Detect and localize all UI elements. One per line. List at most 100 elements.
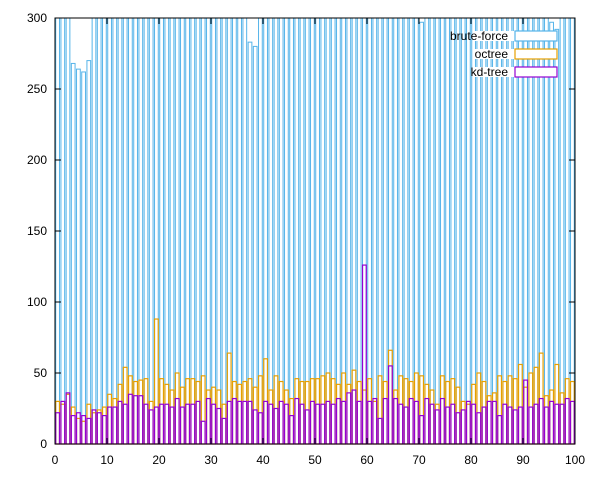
bar-kd-tree-29 — [205, 397, 211, 445]
bar-kd-tree-82 — [481, 406, 487, 445]
bar-brute-force-83 — [486, 17, 492, 445]
bar-kd-tree-97 — [559, 403, 565, 445]
bar-kd-tree-63 — [382, 397, 388, 445]
x-tick-label: 40 — [256, 453, 270, 467]
bar-kd-tree-94 — [543, 406, 549, 445]
bar-brute-force-95 — [549, 21, 554, 445]
bar-kd-tree-71 — [424, 397, 430, 445]
bar-kd-tree-18 — [148, 409, 154, 445]
bar-kd-tree-42 — [273, 407, 279, 445]
series-brute-force — [55, 17, 575, 445]
bar-brute-force-32 — [221, 17, 227, 445]
x-tick-label: 10 — [100, 453, 114, 467]
bar-kd-tree-76 — [450, 403, 456, 445]
x-axis: 0 10 20 30 40 50 60 70 80 90 100 — [52, 18, 585, 467]
y-tick-label: 0 — [40, 437, 47, 451]
bar-kd-tree-84 — [491, 400, 497, 445]
bar-kd-tree-28 — [200, 420, 206, 445]
bar-kd-tree-11 — [112, 406, 118, 445]
bar-kd-tree-66 — [398, 403, 404, 445]
bar-kd-tree-87 — [507, 406, 513, 445]
legend-label: kd-tree — [471, 65, 509, 79]
bar-kd-tree-17 — [143, 403, 149, 445]
bar-brute-force-43 — [278, 17, 284, 445]
legend-item-kd-tree: kd-tree — [471, 65, 558, 79]
bar-kd-tree-81 — [476, 412, 482, 445]
bar-brute-force-84 — [492, 17, 497, 445]
bar-kd-tree-99 — [569, 400, 575, 445]
bar-brute-force-94 — [544, 17, 549, 445]
bar-brute-force-71 — [424, 17, 430, 445]
bar-kd-tree-38 — [252, 409, 258, 445]
bar-kd-tree-23 — [174, 397, 180, 445]
bar-brute-force-9 — [102, 17, 107, 445]
bar-brute-force-54 — [336, 17, 341, 445]
bar-kd-tree-6 — [86, 417, 92, 445]
bar-kd-tree-90 — [523, 379, 529, 445]
bars-layer — [55, 17, 575, 445]
bar-kd-tree-65 — [393, 397, 399, 445]
x-tick-label: 90 — [516, 453, 530, 467]
bar-kd-tree-34 — [231, 397, 237, 445]
bar-brute-force-22 — [169, 17, 175, 445]
legend-item-brute-force: brute-force — [450, 29, 558, 43]
legend: brute-force octree kd-tree — [450, 29, 558, 79]
bar-kd-tree-69 — [413, 400, 419, 445]
bar-brute-force-3 — [70, 62, 76, 445]
bar-brute-force-82 — [481, 17, 487, 445]
bar-kd-tree-80 — [471, 403, 477, 445]
bar-kd-tree-58 — [356, 400, 362, 445]
bar-kd-tree-57 — [351, 389, 357, 445]
bar-kd-tree-78 — [460, 409, 466, 445]
bar-kd-tree-75 — [445, 406, 451, 445]
legend-swatch-kd-tree — [514, 66, 558, 78]
bar-kd-tree-61 — [372, 397, 378, 445]
bar-kd-tree-50 — [315, 403, 321, 445]
bar-kd-tree-13 — [122, 403, 128, 445]
bar-kd-tree-4 — [75, 412, 81, 445]
bar-kd-tree-27 — [195, 400, 201, 445]
legend-swatch-octree — [514, 48, 558, 60]
bar-kd-tree-33 — [226, 400, 232, 445]
bar-brute-force-12 — [117, 17, 123, 445]
bar-kd-tree-59 — [361, 264, 367, 445]
bar-brute-force-5 — [81, 71, 86, 445]
bar-kd-tree-83 — [486, 400, 492, 445]
bar-kd-tree-60 — [367, 400, 373, 445]
y-tick-label: 100 — [27, 295, 47, 309]
bar-brute-force-44 — [284, 17, 289, 445]
bar-kd-tree-93 — [538, 397, 544, 445]
bar-kd-tree-20 — [159, 403, 165, 445]
bar-brute-force-11 — [112, 17, 118, 445]
x-tick-label: 20 — [152, 453, 166, 467]
bar-brute-force-7 — [91, 17, 97, 445]
bar-kd-tree-15 — [133, 395, 139, 445]
bar-kd-tree-16 — [138, 395, 144, 445]
bar-brute-force-97 — [559, 17, 565, 445]
bar-kd-tree-2 — [65, 392, 71, 445]
bar-kd-tree-41 — [268, 403, 274, 445]
bar-kd-tree-70 — [419, 415, 425, 445]
bar-kd-tree-72 — [429, 403, 435, 445]
y-tick-label: 300 — [27, 11, 47, 25]
bar-kd-tree-31 — [216, 407, 222, 445]
bar-kd-tree-10 — [107, 406, 113, 445]
bar-kd-tree-85 — [497, 415, 503, 445]
bar-brute-force-56 — [346, 17, 352, 445]
bar-brute-force-30 — [211, 17, 216, 445]
bar-brute-force-77 — [455, 17, 461, 445]
bar-kd-tree-55 — [341, 400, 347, 445]
bar-kd-tree-25 — [185, 403, 191, 445]
bar-kd-tree-12 — [117, 400, 123, 445]
bar-brute-force-58 — [356, 17, 362, 445]
bar-kd-tree-36 — [242, 400, 248, 445]
bar-kd-tree-14 — [127, 393, 133, 445]
bar-kd-tree-32 — [221, 417, 227, 445]
bar-kd-tree-46 — [294, 397, 300, 445]
legend-swatch-brute-force — [514, 30, 558, 42]
bar-kd-tree-35 — [237, 400, 243, 445]
bar-brute-force-8 — [96, 17, 102, 445]
bar-kd-tree-40 — [263, 400, 269, 445]
y-tick-label: 200 — [27, 153, 47, 167]
